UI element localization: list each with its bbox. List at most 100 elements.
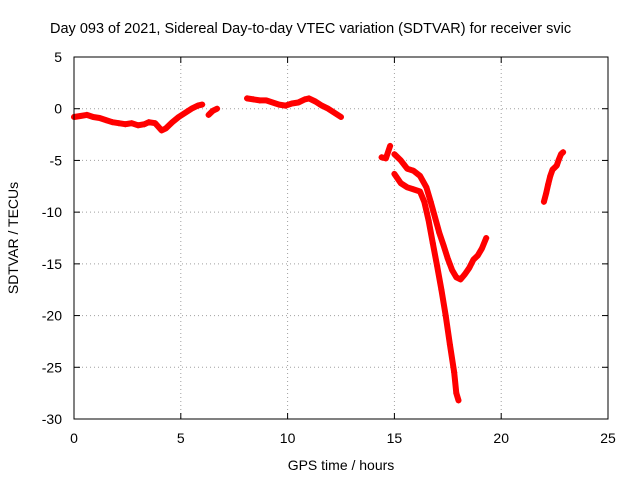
data-point: [436, 229, 443, 236]
data-point: [256, 97, 263, 104]
data-point: [444, 255, 451, 262]
data-point: [288, 100, 295, 107]
y-tick-label: 0: [54, 101, 62, 117]
data-point: [301, 96, 308, 103]
data-point: [312, 98, 319, 105]
data-point: [182, 109, 189, 116]
data-point: [90, 113, 97, 120]
data-point: [276, 101, 283, 108]
y-tick-label: -15: [42, 256, 62, 272]
data-point: [440, 242, 447, 249]
data-point: [199, 101, 206, 108]
data-point: [145, 119, 152, 126]
x-tick-label: 20: [493, 430, 509, 446]
data-point: [158, 127, 165, 134]
data-point: [162, 125, 169, 132]
y-tick-label: 5: [54, 49, 62, 65]
y-tick-label: -10: [42, 204, 62, 220]
data-point: [474, 252, 481, 259]
data-point: [269, 99, 276, 106]
data-point: [553, 162, 560, 169]
y-tick-label: -25: [42, 359, 62, 375]
data-point: [83, 111, 90, 118]
data-point: [442, 312, 449, 319]
data-point: [169, 119, 176, 126]
x-tick-label: 5: [177, 430, 185, 446]
data-point: [560, 149, 567, 156]
data-point: [545, 181, 552, 188]
data-point: [175, 113, 182, 120]
data-point: [427, 198, 434, 205]
y-tick-label: -30: [42, 411, 62, 427]
x-axis-label: GPS time / hours: [288, 457, 395, 473]
data-point: [438, 286, 445, 293]
data-point: [135, 122, 142, 129]
data-point: [453, 390, 460, 397]
data-point: [263, 97, 270, 104]
series-trace: [391, 170, 462, 404]
data-point: [331, 109, 338, 116]
data-point: [466, 264, 473, 271]
data-point: [434, 262, 441, 269]
data-series: [391, 151, 490, 283]
data-point: [417, 172, 424, 179]
data-marks: [71, 95, 567, 404]
data-series: [391, 170, 462, 404]
data-point: [397, 180, 404, 187]
data-point: [77, 112, 84, 119]
data-point: [404, 184, 411, 191]
data-point: [543, 190, 550, 197]
y-axis-label: SDTVAR / TECUs: [5, 182, 21, 294]
data-point: [540, 198, 547, 205]
data-point: [338, 113, 344, 120]
data-point: [387, 142, 394, 149]
data-point: [555, 156, 562, 163]
data-point: [205, 111, 212, 118]
data-point: [410, 186, 417, 193]
data-series: [244, 95, 344, 120]
x-axis-ticks: 0 5 10 15 20 25: [70, 57, 616, 446]
data-point: [457, 276, 464, 283]
data-point: [128, 120, 135, 127]
data-point: [214, 105, 221, 112]
data-point: [404, 165, 411, 172]
data-point: [449, 267, 456, 274]
y-axis-ticks: 5 0 -5 -10 -15 -20 -25 -30: [42, 49, 608, 427]
data-point: [103, 117, 110, 124]
data-point: [429, 240, 436, 247]
data-point: [470, 256, 477, 263]
plot-frame: [73, 56, 609, 420]
series-trace: [71, 101, 206, 134]
data-point: [188, 105, 195, 112]
chart-title: Day 093 of 2021, Sidereal Day-to-day VTE…: [50, 21, 571, 37]
data-point: [483, 235, 490, 241]
data-point: [209, 107, 216, 114]
x-tick-label: 10: [280, 430, 296, 446]
data-point: [397, 157, 404, 164]
x-tick-label: 15: [387, 430, 403, 446]
x-tick-label: 0: [70, 430, 78, 446]
data-point: [96, 115, 103, 122]
grid-lines: [74, 57, 608, 419]
data-point: [431, 214, 438, 221]
data-point: [152, 120, 159, 127]
data-point: [417, 188, 424, 195]
data-point: [282, 102, 289, 109]
data-point: [455, 397, 462, 404]
data-point: [421, 198, 428, 205]
series-trace: [391, 151, 490, 283]
data-series: [71, 101, 206, 134]
data-point: [549, 166, 556, 173]
data-point: [194, 102, 201, 109]
y-tick-label: -5: [50, 152, 63, 168]
data-point: [295, 99, 302, 106]
data-point: [382, 155, 389, 162]
data-point: [122, 121, 129, 128]
data-point: [451, 369, 458, 376]
data-point: [446, 341, 453, 348]
data-point: [109, 119, 116, 126]
y-tick-label: -20: [42, 308, 62, 324]
data-point: [423, 184, 430, 191]
data-point: [453, 274, 460, 281]
